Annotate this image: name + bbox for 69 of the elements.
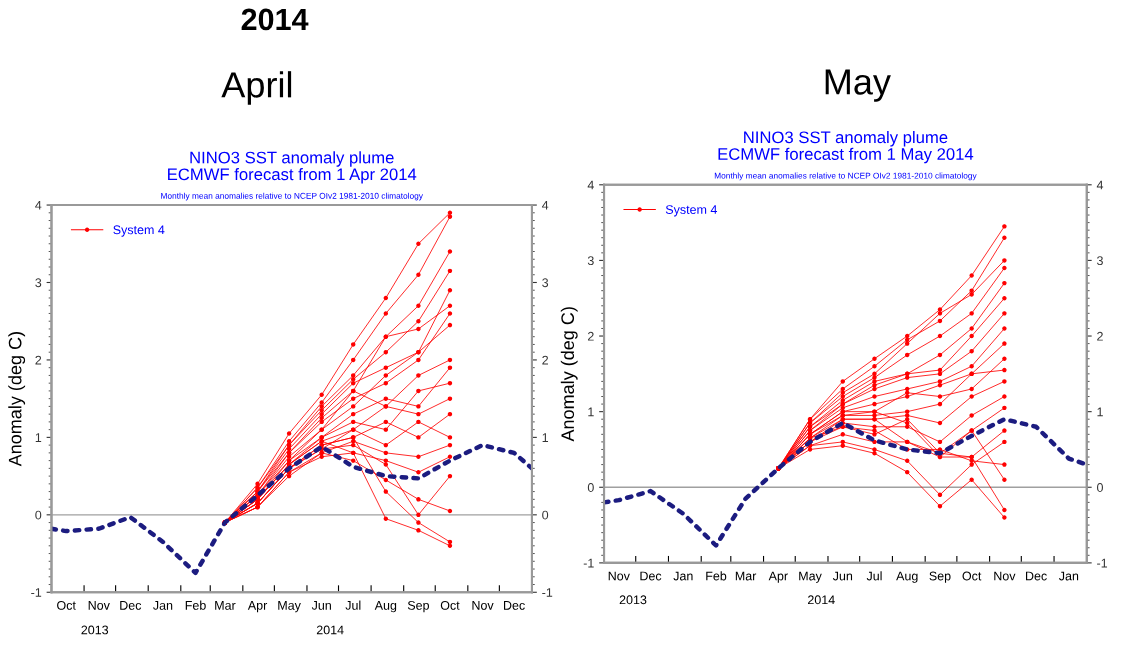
y-tick-label: 3 — [35, 278, 42, 288]
x-tick-label: Mar — [215, 601, 236, 610]
y-tick-label: 0 — [587, 483, 594, 492]
x-tick-label: Jun — [311, 601, 331, 610]
x-tick-label: Jun — [832, 571, 853, 581]
y-tick-label: -1 — [583, 558, 594, 568]
text: Monthly mean anomalies relative to NCEP OIv2 1981-2010 climatology — [161, 192, 423, 201]
y-tick-label: 1 — [35, 433, 42, 442]
x-tick-label: Jan — [153, 601, 173, 610]
y2-tick-label: 0 — [1097, 483, 1103, 492]
y-axis-title: Anomaly (deg C) — [8, 332, 26, 467]
y2-tick-label: 2 — [542, 355, 549, 365]
y-tick-label: 1 — [588, 407, 594, 417]
x-tick-label: Mar — [735, 571, 757, 581]
y2-tick-label: 3 — [542, 278, 549, 288]
text: 2013 — [619, 595, 647, 605]
y2-tick-label: 2 — [1097, 331, 1103, 341]
y-tick-label: 3 — [587, 256, 594, 266]
text: 2014 — [808, 595, 835, 605]
text: 2013 — [81, 625, 109, 635]
x-tick-label: Dec — [640, 571, 662, 581]
y-axis-title: Anomaly (deg C) — [560, 307, 578, 442]
y2-tick-label: 1 — [1097, 407, 1103, 417]
y-tick-label: 2 — [35, 355, 42, 365]
chart-subtitle: NINO3 SST anomaly plume ECMWF forecast from 1 May 2014 — [718, 130, 974, 164]
x-tick-label: Dec — [120, 601, 142, 610]
x-tick-label: Oct — [440, 600, 460, 610]
y-tick-label: 4 — [35, 200, 42, 210]
x-tick-label: Nov — [472, 601, 494, 610]
chart-subtitle: NINO3 SST anomaly plume ECMWF forecast from 1 Apr 2014 — [168, 151, 417, 184]
x-tick-label: Feb — [706, 571, 727, 581]
chart-title: May — [825, 69, 891, 102]
x-tick-label: Dec — [504, 601, 525, 610]
x-tick-label: Nov — [608, 571, 630, 581]
x-tick-label: May — [278, 601, 301, 613]
x-tick-label: Jul — [345, 600, 361, 610]
x-tick-label: Aug — [896, 571, 918, 583]
x-tick-label: Oct — [57, 600, 76, 610]
x-tick-label: Nov — [994, 571, 1016, 581]
x-tick-label: Jan — [673, 571, 693, 581]
y-tick-label: 2 — [587, 331, 594, 341]
x-tick-label: Aug — [374, 601, 397, 613]
y2-tick-label: -1 — [542, 588, 553, 597]
x-tick-label: Dec — [1026, 571, 1047, 581]
x-tick-label: Sep — [407, 600, 430, 613]
chart-title: April — [221, 71, 292, 105]
x-tick-label: Oct — [962, 571, 982, 581]
text: Monthly mean anomalies relative to NCEP OIv2 1981-2010 climatology — [714, 172, 977, 181]
y2-tick-label: -1 — [1097, 558, 1108, 568]
legend-label: System 4 — [113, 225, 165, 237]
y2-tick-label: 4 — [1096, 180, 1104, 190]
x-tick-label: Apr — [768, 571, 788, 583]
y-tick-label: 4 — [587, 180, 594, 190]
y2-tick-label: 1 — [542, 433, 549, 442]
legend-label: System 4 — [665, 205, 718, 217]
x-tick-label: Sep — [929, 571, 951, 583]
x-tick-label: May — [799, 571, 822, 583]
x-tick-label: Feb — [185, 600, 206, 610]
y2-tick-label: 4 — [541, 200, 549, 210]
y2-tick-label: 0 — [542, 510, 549, 520]
x-tick-label: Apr — [247, 601, 268, 613]
y-tick-label: -1 — [31, 588, 42, 597]
y-tick-label: 0 — [35, 510, 42, 520]
x-tick-label: Jul — [866, 571, 882, 581]
text: 2014 — [316, 625, 344, 635]
x-tick-label: Jan — [1058, 571, 1079, 581]
x-tick-label: Nov — [88, 601, 110, 610]
y2-tick-label: 3 — [1097, 256, 1103, 266]
text: 2014 — [241, 8, 309, 31]
